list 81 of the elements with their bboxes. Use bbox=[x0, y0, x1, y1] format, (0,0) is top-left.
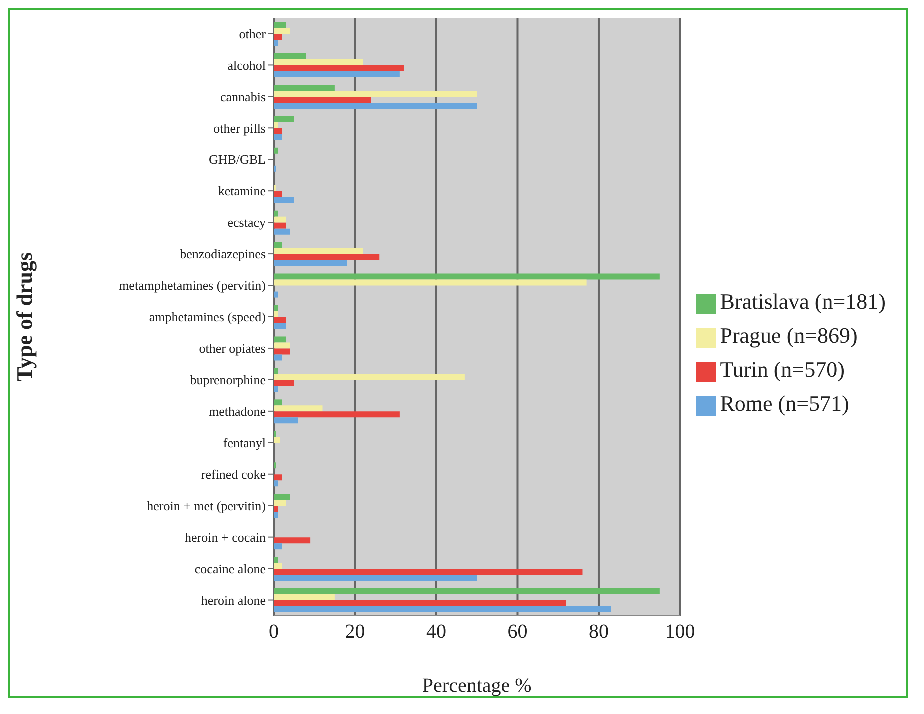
bar bbox=[274, 280, 587, 286]
bar bbox=[274, 494, 290, 500]
bar bbox=[274, 248, 364, 254]
x-axis-title: Percentage % bbox=[422, 675, 532, 697]
bar bbox=[274, 71, 400, 78]
y-tick-label: other opiates bbox=[199, 341, 266, 356]
bar bbox=[274, 575, 478, 582]
y-tick-label: methadone bbox=[208, 404, 266, 420]
bar bbox=[274, 34, 282, 40]
bar bbox=[274, 317, 286, 324]
bar bbox=[274, 191, 282, 198]
bar bbox=[274, 28, 290, 34]
bar bbox=[274, 197, 294, 204]
bar bbox=[274, 342, 290, 349]
bar bbox=[274, 128, 282, 134]
x-tick-label: 40 bbox=[426, 621, 446, 644]
x-tick-label: 100 bbox=[665, 621, 696, 644]
bar bbox=[274, 116, 294, 122]
bar bbox=[274, 474, 282, 481]
y-tick-label: other bbox=[239, 26, 267, 42]
bar bbox=[274, 260, 348, 266]
bar bbox=[274, 544, 282, 550]
bar bbox=[274, 374, 465, 380]
bar bbox=[274, 538, 311, 544]
bar bbox=[274, 437, 280, 444]
bar bbox=[274, 348, 290, 355]
bar bbox=[274, 336, 286, 343]
y-tick-label: heroin + cocain bbox=[185, 530, 266, 545]
bar bbox=[274, 400, 282, 406]
y-tick-label: buprenorphine bbox=[190, 372, 266, 388]
bar bbox=[274, 274, 660, 280]
y-tick-label: ketamine bbox=[218, 184, 266, 199]
y-tick-label: fentanyl bbox=[223, 436, 266, 451]
x-tick-label: 20 bbox=[345, 621, 366, 644]
y-tick-label: ecstacy bbox=[228, 215, 266, 230]
y-tick-label: cannabis bbox=[220, 89, 266, 104]
bar bbox=[274, 84, 335, 91]
bar bbox=[274, 500, 286, 506]
bar bbox=[274, 134, 282, 140]
bar bbox=[274, 254, 380, 260]
y-tick-label: other pills bbox=[214, 120, 266, 136]
bar bbox=[274, 96, 372, 103]
bar bbox=[274, 22, 286, 28]
bar bbox=[274, 90, 478, 97]
bar bbox=[274, 606, 612, 613]
bar bbox=[274, 228, 290, 235]
bar bbox=[274, 380, 294, 386]
bar bbox=[274, 65, 404, 72]
bar bbox=[274, 354, 282, 361]
legend-label: Prague (n=869) bbox=[720, 323, 858, 348]
legend-label: Rome (n=571) bbox=[720, 391, 850, 416]
bar bbox=[274, 242, 282, 248]
bar bbox=[274, 102, 478, 109]
bar bbox=[274, 406, 323, 412]
y-tick-label: heroin + met (pervitin) bbox=[147, 498, 266, 514]
bar bbox=[274, 53, 306, 60]
y-tick-label: GHB/GBL bbox=[208, 152, 266, 168]
y-tick-label: heroin alone bbox=[201, 592, 266, 608]
y-tick-label: refined coke bbox=[201, 466, 266, 482]
bar bbox=[274, 323, 286, 330]
bar bbox=[274, 600, 566, 607]
y-tick-label: alcohol bbox=[228, 58, 266, 73]
x-tick-label: 60 bbox=[508, 621, 528, 644]
bar bbox=[274, 569, 583, 576]
y-tick-label: cocaine alone bbox=[194, 561, 266, 576]
y-tick-label: amphetamines (speed) bbox=[149, 310, 266, 325]
bar bbox=[274, 563, 282, 570]
y-tick-label: metamphetamines (pervitin) bbox=[119, 278, 266, 294]
bar bbox=[274, 594, 335, 601]
legend-label: Bratislava (n=181) bbox=[720, 289, 886, 314]
bar bbox=[274, 418, 298, 424]
bar bbox=[274, 59, 364, 66]
bar bbox=[274, 412, 400, 418]
x-tick-label: 80 bbox=[588, 621, 609, 644]
x-tick-label: 0 bbox=[269, 621, 279, 644]
legend-label: Turin (n=570) bbox=[720, 357, 845, 382]
y-tick-label: benzodiazepines bbox=[180, 246, 266, 262]
bar bbox=[274, 216, 286, 223]
bar bbox=[274, 222, 286, 229]
y-axis-title: Type of drugs bbox=[12, 252, 37, 382]
bar bbox=[274, 588, 660, 595]
